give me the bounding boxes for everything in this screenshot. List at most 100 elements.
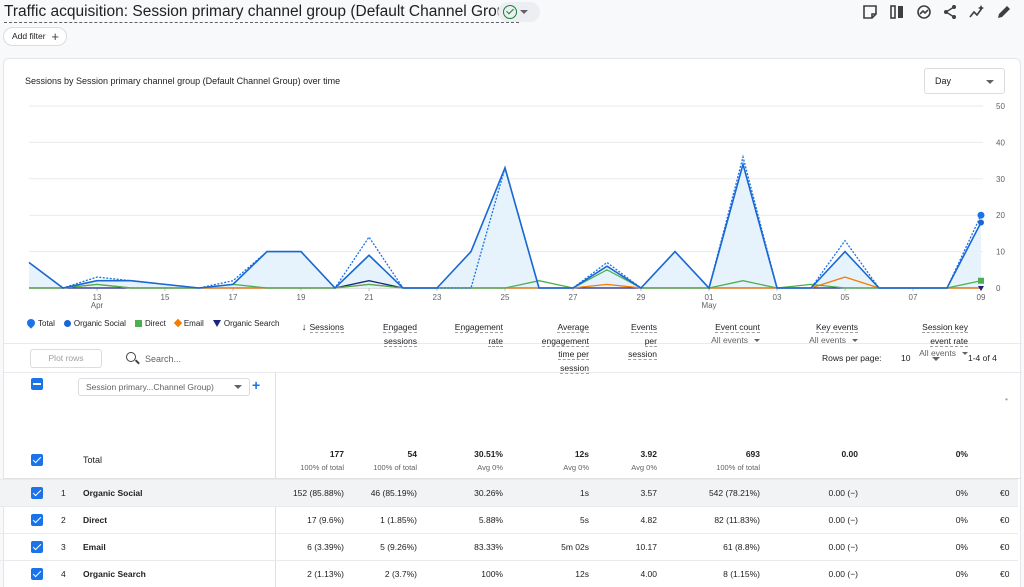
dimension-select-label: Session primary...Channel Group) [86, 382, 214, 392]
chart-title: Sessions by Session primary channel grou… [25, 76, 341, 86]
row-cell: 542 (78.21%) [708, 488, 760, 498]
share-icon[interactable] [942, 4, 958, 20]
legend-label: Direct [144, 318, 166, 328]
row-number: 4 [61, 569, 66, 579]
legend-item-total[interactable]: Total [25, 317, 55, 329]
sessions-line-chart[interactable]: 50 40 30 20 10 0 13 15 17 19 21 23 25 27 29 01 03 05 07 09 A… [4, 59, 1020, 319]
sort-descending-icon[interactable]: ↓ [301, 322, 307, 333]
search-icon [126, 352, 136, 362]
total-subtext: Avg 0% [631, 463, 657, 472]
chevron-down-icon [986, 80, 994, 84]
total-value: 30.51% [474, 449, 503, 459]
legend-label: Total [38, 318, 55, 328]
dimension-select[interactable]: Session primary...Channel Group) [78, 378, 250, 396]
add-filter-button[interactable]: Add filter + [3, 27, 67, 46]
compare-icon[interactable] [889, 4, 905, 20]
chevron-down-icon [852, 338, 858, 342]
x-tick-label: 27 [569, 293, 578, 302]
event-filter-select[interactable]: All events [748, 335, 858, 345]
y-tick-label: 30 [996, 175, 1005, 184]
row-dimension-value: Organic Social [83, 488, 143, 498]
table-toolbar: Plot rows Rows per page: 10 1-4 of 4 [4, 343, 1022, 373]
column-header-label: session [628, 349, 657, 360]
column-header-1[interactable]: ↓ Sessions [234, 321, 344, 335]
truncated-column-dot-icon: • [1005, 394, 1008, 404]
chevron-down-icon[interactable] [932, 357, 940, 361]
row-cell: 30.26% [474, 488, 503, 498]
diamond-icon [173, 318, 183, 328]
edit-icon[interactable] [996, 4, 1012, 20]
x-tick-label: 07 [909, 293, 918, 302]
search-input[interactable] [145, 350, 345, 368]
column-header-3[interactable]: Engagement rate [393, 321, 503, 348]
column-header-5[interactable]: Events per session [547, 321, 657, 362]
row-cell: €0 [1000, 542, 1010, 552]
granularity-value: Day [935, 76, 952, 86]
table-row[interactable]: 2 Direct 17 (9.6%) 1 (1.85%) 5.88% 5s 4.82 82 (… [0, 506, 1018, 533]
row-cell: €0 [1000, 569, 1010, 579]
granularity-select[interactable]: Day [924, 68, 1005, 94]
table-row[interactable]: 3 Email 6 (3.39%) 5 (9.26%) 83.33% 5m 02s 10.1… [0, 533, 1018, 560]
row-checkbox[interactable] [31, 568, 43, 580]
column-header-label: Engaged [382, 322, 417, 333]
sparkle-trend-icon[interactable] [969, 4, 985, 20]
row-cell: 46 (85.19%) [370, 488, 417, 498]
legend-item-organic-social[interactable]: Organic Social [63, 318, 126, 328]
x-tick-label: 23 [433, 293, 442, 302]
row-cell: €0 [1000, 515, 1010, 525]
legend-label: Organic Social [73, 318, 126, 328]
row-cell: 10.17 [635, 542, 657, 552]
check-circle-icon [503, 5, 517, 19]
x-tick-label: 03 [773, 293, 782, 302]
row-checkbox[interactable] [31, 514, 43, 526]
row-cell: 152 (85.88%) [292, 488, 344, 498]
row-cell: 6 (3.39%) [307, 542, 344, 552]
column-header-7[interactable]: Key events [748, 321, 858, 335]
total-value: 12s [574, 449, 589, 459]
table-row[interactable]: 4 Organic Search 2 (1.13%) 2 (3.7%) 100% 12s 4… [0, 560, 1018, 587]
select-all-checkbox[interactable] [31, 378, 43, 390]
totals-divider [3, 478, 1021, 479]
note-icon[interactable] [862, 4, 878, 20]
row-dimension-value: Direct [83, 515, 108, 525]
event-filter-select[interactable]: All events [858, 348, 968, 358]
add-dimension-plus-icon[interactable]: + [252, 377, 261, 393]
column-header-label: rate [488, 335, 503, 347]
event-filter-select[interactable]: All events [650, 335, 760, 345]
row-checkbox[interactable] [31, 541, 43, 553]
legend-item-direct[interactable]: Direct [134, 318, 166, 328]
column-header-8[interactable]: Session key event rate [858, 321, 968, 348]
rows-per-page-select[interactable]: 10 [901, 353, 911, 363]
total-value: 54 [407, 449, 417, 459]
y-tick-label: 40 [996, 138, 1005, 147]
column-header-2[interactable]: Engaged sessions [307, 321, 417, 348]
page-title: Traffic acquisition: Session primary cha… [4, 1, 520, 23]
column-header-label: Key events [815, 322, 858, 333]
column-header-4[interactable]: Average engagement time per session [479, 321, 589, 375]
row-cell: 82 (11.83%) [714, 515, 760, 525]
x-month-label: May [701, 301, 716, 310]
legend-item-email[interactable]: Email [173, 318, 204, 328]
column-header-6[interactable]: Event count [650, 321, 760, 335]
totals-label: Total [83, 455, 103, 465]
x-tick-label: 17 [229, 293, 238, 302]
pagination-range: 1-4 of 4 [968, 353, 997, 363]
table-row[interactable]: 1 Organic Social 152 (85.88%) 46 (85.19%) 30… [0, 479, 1018, 506]
chevron-down-icon [754, 338, 760, 342]
legend-item-organic-search[interactable]: Organic Search [212, 319, 279, 328]
triangle-down-icon [212, 319, 221, 327]
column-header-label: event rate [930, 335, 968, 347]
x-tick-label: 13 [93, 293, 102, 302]
circle-icon [63, 319, 71, 327]
x-tick-label: 19 [297, 293, 306, 302]
row-checkbox[interactable] [31, 487, 43, 499]
row-cell: 12s [575, 569, 589, 579]
y-tick-label: 20 [996, 211, 1005, 220]
total-value: 3.92 [640, 449, 657, 459]
plot-rows-button[interactable]: Plot rows [30, 349, 102, 368]
row-cell: 0.00 (−) [828, 515, 858, 525]
x-tick-label: 01 [705, 293, 714, 302]
insights-icon[interactable] [916, 4, 932, 20]
total-row-checkbox[interactable] [31, 454, 43, 466]
